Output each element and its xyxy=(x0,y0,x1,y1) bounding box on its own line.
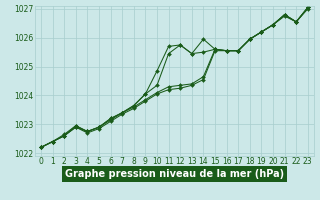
X-axis label: Graphe pression niveau de la mer (hPa): Graphe pression niveau de la mer (hPa) xyxy=(65,169,284,179)
